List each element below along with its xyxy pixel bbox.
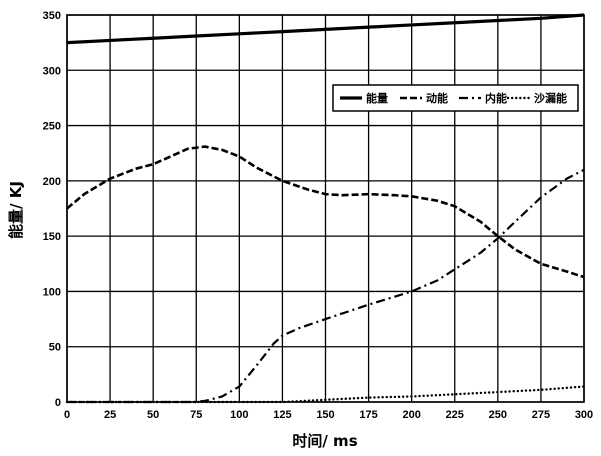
x-tick-label-0: 0 bbox=[64, 409, 70, 421]
x-tick-label-150: 150 bbox=[316, 409, 334, 421]
series-group bbox=[65, 13, 586, 404]
legend-label-2: 内能 bbox=[485, 91, 507, 105]
x-tick-label-50: 50 bbox=[147, 409, 159, 421]
y-tick-label-50: 50 bbox=[49, 342, 61, 354]
y-tick-label-100: 100 bbox=[43, 286, 61, 298]
series-line-1 bbox=[66, 145, 585, 279]
y-tick-label-350: 350 bbox=[43, 10, 61, 22]
x-tick-label-200: 200 bbox=[402, 409, 420, 421]
x-tick-label-125: 125 bbox=[273, 409, 291, 421]
legend: 能量 动能 内能 沙漏能 bbox=[332, 84, 579, 112]
series-line-3 bbox=[65, 385, 586, 404]
tick-labels: 0 25 50 75 100 125 150 175 200 225 250 275 300 0 50 100… bbox=[43, 10, 594, 421]
y-tick-label-0: 0 bbox=[55, 397, 61, 409]
series-line-2 bbox=[67, 168, 585, 404]
legend-label-1: 动能 bbox=[426, 91, 448, 105]
x-tick-label-175: 175 bbox=[359, 409, 377, 421]
legend-box bbox=[332, 84, 579, 112]
y-axis-title: 能量/ KJ bbox=[7, 181, 25, 239]
x-tick-label-275: 275 bbox=[532, 409, 550, 421]
y-tick-label-250: 250 bbox=[43, 121, 61, 133]
x-tick-label-250: 250 bbox=[489, 409, 507, 421]
legend-label-0: 能量 bbox=[366, 91, 388, 105]
series-line-0 bbox=[66, 13, 585, 45]
x-tick-label-225: 225 bbox=[446, 409, 464, 421]
legend-label-3: 沙漏能 bbox=[534, 91, 567, 105]
x-tick-label-100: 100 bbox=[230, 409, 248, 421]
y-tick-label-200: 200 bbox=[43, 176, 61, 188]
x-tick-label-25: 25 bbox=[104, 409, 116, 421]
y-tick-label-300: 300 bbox=[43, 65, 61, 77]
x-tick-label-75: 75 bbox=[190, 409, 202, 421]
y-tick-label-150: 150 bbox=[43, 231, 61, 243]
x-axis-title: 时间/ ms bbox=[292, 432, 357, 450]
x-tick-label-300: 300 bbox=[575, 409, 593, 421]
grid bbox=[66, 14, 585, 403]
